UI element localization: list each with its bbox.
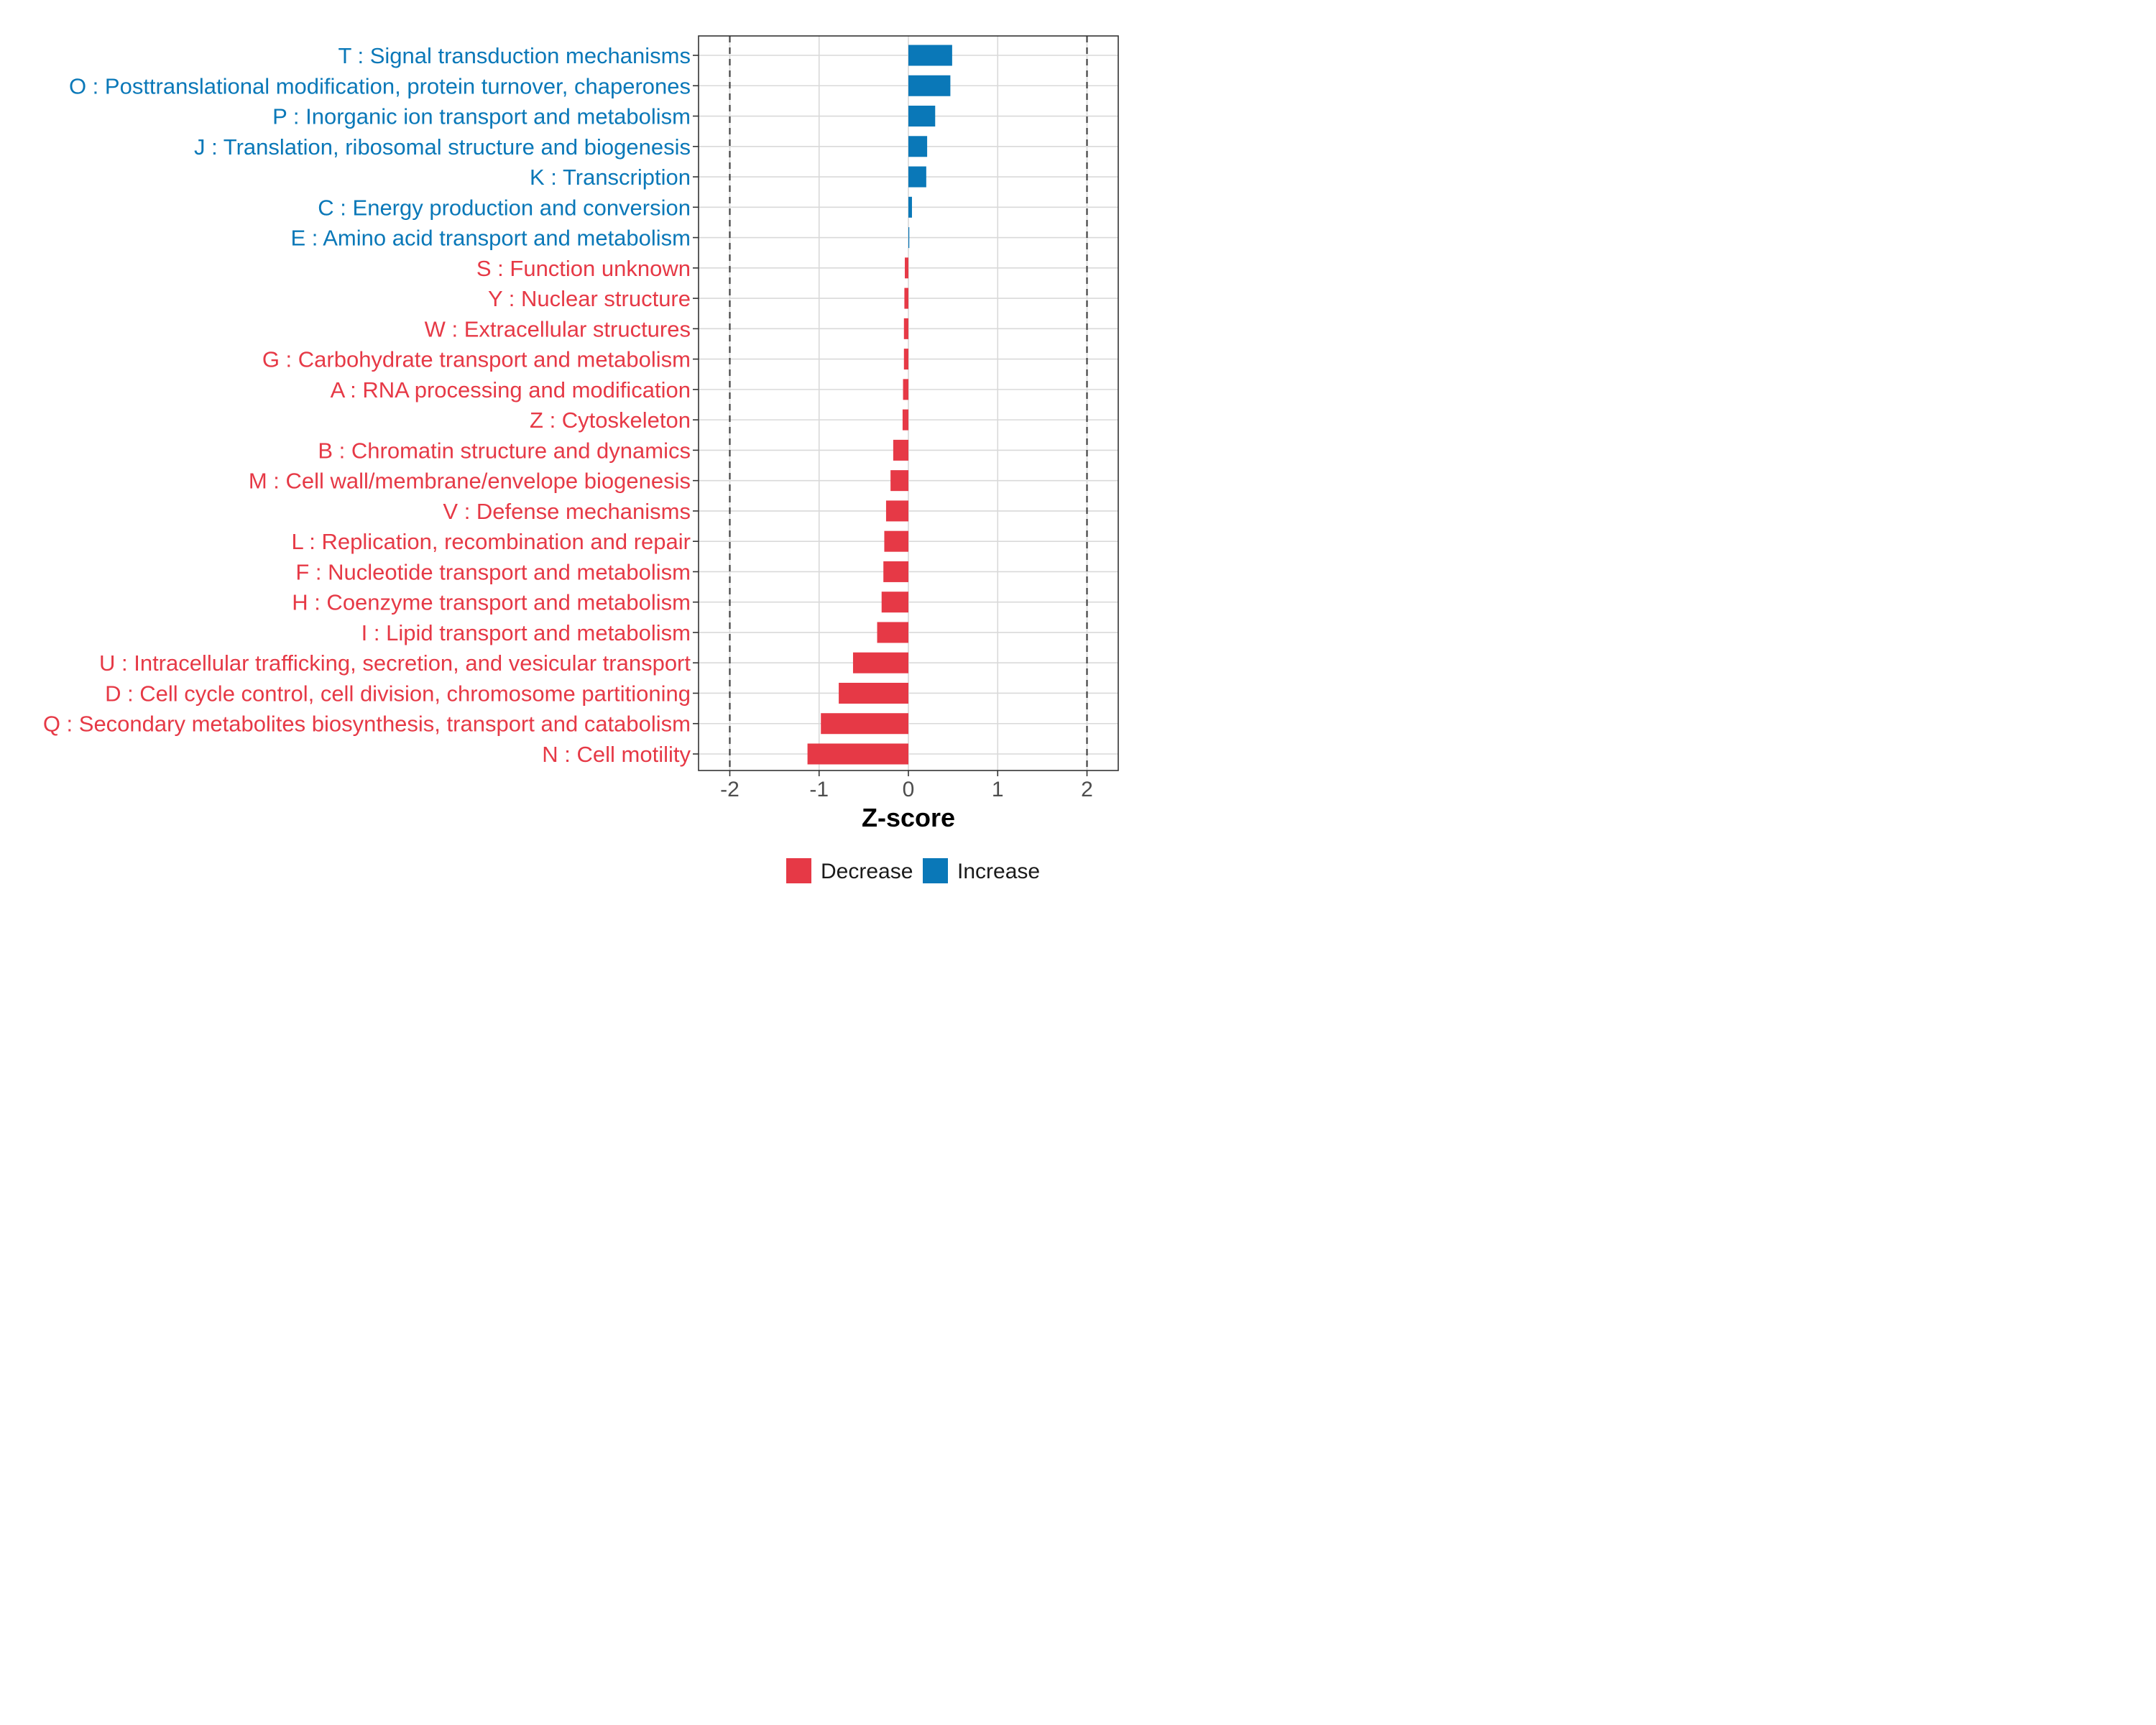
- legend-label-increase: Increase: [957, 860, 1040, 883]
- category-label: J : Translation, ribosomal structure and…: [194, 134, 691, 160]
- bar-n: [807, 743, 908, 765]
- bar-o: [908, 75, 951, 96]
- bar-k: [908, 166, 926, 188]
- category-label: E : Amino acid transport and metabolism: [290, 226, 691, 251]
- bar-h: [881, 592, 908, 613]
- y-axis-ticks: [693, 55, 699, 755]
- reference-lines: [729, 36, 1088, 770]
- zscore-bar-chart: T : Signal transduction mechanisms O : Po…: [43, 35, 1119, 883]
- bar-i: [877, 622, 908, 643]
- bar-s: [905, 257, 908, 279]
- category-label: T : Signal transduction mechanisms: [338, 43, 691, 68]
- category-label: U : Intracellular trafficking, secretion…: [99, 650, 691, 676]
- x-axis-ticks: -2 -1 0 1 2: [720, 770, 1093, 801]
- category-label: D : Cell cycle control, cell division, c…: [105, 681, 691, 706]
- x-tick-label: 1: [992, 778, 1004, 801]
- x-tick-label: 2: [1081, 778, 1093, 801]
- category-label: A : RNA processing and modification: [331, 377, 691, 402]
- bar-y: [904, 288, 908, 309]
- category-label: Q : Secondary metabolites biosynthesis, …: [43, 712, 691, 737]
- category-label: I : Lipid transport and metabolism: [361, 620, 691, 645]
- bar-g: [903, 349, 908, 370]
- x-tick-label: 0: [903, 778, 915, 801]
- category-label: B : Chromatin structure and dynamics: [318, 438, 691, 463]
- bar-z: [902, 409, 908, 431]
- category-label: P : Inorganic ion transport and metaboli…: [272, 104, 691, 129]
- legend: Decrease Increase: [786, 858, 1040, 883]
- category-label: O : Posttranslational modification, prot…: [69, 73, 691, 98]
- bar-v: [885, 500, 908, 522]
- category-label: H : Coenzyme transport and metabolism: [292, 590, 691, 615]
- bar-m: [890, 470, 908, 492]
- category-label: K : Transcription: [530, 165, 691, 190]
- category-label: F : Nucleotide transport and metabolism: [295, 559, 691, 584]
- legend-swatch-decrease: [786, 858, 811, 883]
- x-tick-label: -2: [720, 778, 740, 801]
- bar-p: [908, 106, 936, 127]
- bar-a: [903, 379, 908, 400]
- category-label: Y : Nuclear structure: [488, 286, 691, 311]
- bar-d: [839, 682, 908, 704]
- bar-e: [908, 227, 910, 249]
- bar-j: [908, 136, 928, 157]
- legend-label-decrease: Decrease: [821, 860, 913, 883]
- category-label: C : Energy production and conversion: [318, 195, 691, 220]
- category-label: G : Carbohydrate transport and metabolis…: [262, 347, 691, 372]
- category-label: Z : Cytoskeleton: [530, 408, 691, 433]
- category-label: N : Cell motility: [542, 742, 691, 767]
- bar-f: [883, 561, 908, 582]
- category-label: V : Defense mechanisms: [443, 499, 691, 524]
- x-tick-label: -1: [809, 778, 829, 801]
- category-labels: T : Signal transduction mechanisms O : Po…: [43, 43, 691, 767]
- bar-c: [908, 196, 912, 218]
- bar-t: [908, 45, 952, 66]
- bars: [807, 45, 952, 765]
- category-label: W : Extracellular structures: [425, 316, 691, 341]
- bar-q: [821, 713, 908, 735]
- bar-b: [893, 439, 908, 461]
- x-axis-title: Z-score: [862, 803, 955, 832]
- bar-w: [903, 318, 908, 339]
- legend-swatch-increase: [923, 858, 948, 883]
- category-label: M : Cell wall/membrane/envelope biogenes…: [249, 469, 691, 494]
- bar-l: [884, 530, 908, 552]
- category-label: S : Function unknown: [476, 256, 691, 281]
- category-label: L : Replication, recombination and repai…: [292, 529, 691, 554]
- bar-u: [852, 652, 908, 673]
